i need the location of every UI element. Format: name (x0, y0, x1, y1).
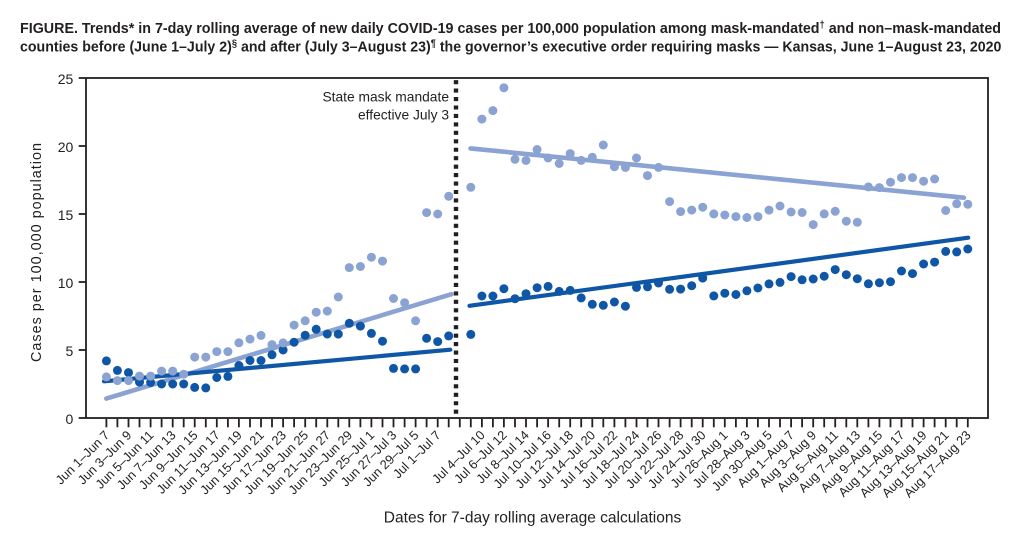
svg-text:effective July 3: effective July 3 (358, 108, 449, 123)
svg-text:0: 0 (66, 411, 74, 427)
svg-text:15: 15 (58, 207, 74, 223)
svg-text:FIGURE. Trends* in 7-day rolli: FIGURE. Trends* in 7-day rolling average… (20, 20, 1001, 37)
svg-text:counties before (June 1–July 2: counties before (June 1–July 2)§ and aft… (20, 38, 1001, 55)
svg-text:Cases per 100,000 population: Cases per 100,000 population (29, 142, 45, 362)
svg-text:25: 25 (58, 71, 74, 87)
svg-text:5: 5 (66, 343, 74, 359)
svg-text:20: 20 (58, 139, 74, 155)
svg-text:10: 10 (58, 275, 74, 291)
svg-text:State mask mandate: State mask mandate (322, 90, 449, 105)
svg-text:Dates for 7-day rolling averag: Dates for 7-day rolling average calculat… (384, 509, 682, 526)
